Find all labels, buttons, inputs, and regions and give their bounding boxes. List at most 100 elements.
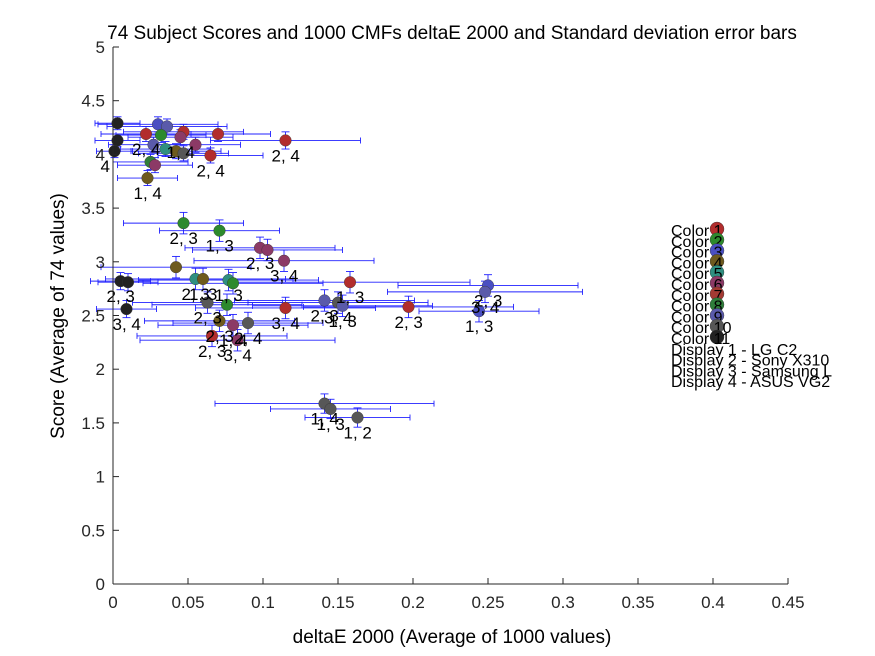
data-label: 1, 4: [219, 331, 247, 350]
data-label: 4: [101, 157, 110, 176]
y-tick-label: 3: [96, 253, 105, 272]
x-tick-label: 0.15: [321, 593, 354, 612]
data-point: [160, 120, 173, 133]
legend-entry: Color 4: [671, 255, 723, 272]
data-label: 2, 3: [206, 327, 234, 346]
x-tick-label: 0.2: [401, 593, 425, 612]
data-point: [344, 276, 357, 289]
data-point: [177, 147, 190, 160]
data-label: 2, 3: [246, 254, 274, 273]
y-tick-label: 4.5: [81, 92, 105, 111]
data-point: [473, 305, 486, 318]
x-tick-label: 0.35: [621, 593, 654, 612]
data-point: [279, 134, 292, 147]
legend-entry: Color 11: [671, 331, 730, 348]
data-label: 2, 4: [234, 329, 262, 348]
legend-marker: [709, 329, 725, 345]
data-point: [213, 314, 226, 327]
data-point: [121, 276, 134, 289]
data-label: 2, 3: [170, 229, 198, 248]
data-point: [336, 299, 349, 312]
y-axis-label: Score (Average of 74 values): [48, 193, 69, 439]
legend-entry: Color 7: [671, 288, 723, 305]
data-point: [241, 317, 254, 330]
legend-entry: Color 2: [671, 234, 723, 251]
data-label: 1, 3: [465, 317, 493, 336]
data-label: 1, 3: [215, 286, 243, 305]
y-tick-label: 0.5: [81, 521, 105, 540]
data-label: 3, 4: [270, 267, 298, 286]
data-point: [479, 285, 492, 298]
data-label: 1, 3: [317, 415, 345, 434]
data-point: [324, 402, 337, 415]
data-point: [402, 300, 415, 313]
data-point: [220, 298, 233, 311]
y-tick-label: 2.5: [81, 307, 105, 326]
data-label: 2, 3: [395, 313, 423, 332]
data-label: 1, 4: [311, 410, 339, 429]
x-tick-label: 0.1: [251, 593, 275, 612]
x-tick-label: 0.45: [771, 593, 804, 612]
chart-title: 74 Subject Scores and 1000 CMFs deltaE 2…: [107, 23, 797, 44]
x-tick-label: 0.3: [551, 593, 575, 612]
data-point: [141, 172, 154, 185]
x-tick-label: 0: [108, 593, 117, 612]
data-point: [231, 334, 244, 347]
data-point: [147, 138, 160, 151]
data-point: [204, 149, 217, 162]
data-label: 3, 4: [113, 315, 141, 334]
legend-entry: Display 3 - Samsung L: [671, 363, 832, 380]
data-point: [139, 127, 152, 140]
data-label: 2, 4: [197, 161, 225, 180]
data-point: [201, 296, 214, 309]
data-label: 2, 3: [182, 285, 210, 304]
data-label: 1, 3: [329, 312, 357, 331]
data-point: [226, 277, 239, 290]
legend-entry: Color 3: [671, 245, 723, 262]
legend-entry: Display 1 - LG C2: [671, 342, 797, 359]
x-axis-label: deltaE 2000 (Average of 1000 values): [293, 627, 612, 648]
data-label: 2, 4: [132, 140, 160, 159]
legend-entry: Color 5: [671, 266, 723, 283]
data-label: 2, 3: [311, 306, 339, 325]
y-tick-label: 1.5: [81, 414, 105, 433]
data-label: 3, 4: [471, 298, 499, 317]
legend-entry: Color 9: [671, 309, 723, 326]
x-tick-label: 0.4: [701, 593, 725, 612]
data-label: 1, 4: [134, 184, 162, 203]
data-point: [154, 129, 167, 142]
legend-entry: Color 8: [671, 299, 723, 316]
data-point: [278, 254, 291, 267]
data-label: 2, 4: [272, 146, 300, 165]
data-point: [351, 411, 364, 424]
data-point: [196, 272, 209, 285]
data-point: [148, 159, 161, 172]
data-point: [211, 127, 224, 140]
data-label: 1, 3: [189, 285, 217, 304]
data-label: 3, 4: [324, 309, 352, 328]
legend-entry: Display 4 - ASUS VG2: [671, 374, 830, 391]
data-label: 3, 4: [272, 314, 300, 333]
data-point: [169, 261, 182, 274]
data-point: [279, 301, 292, 314]
y-tick-label: 4: [96, 145, 105, 164]
y-tick-label: 5: [96, 38, 105, 57]
x-tick-label: 0.05: [171, 593, 204, 612]
data-point: [261, 243, 274, 256]
axes: 0 0.05 0.1 0.15 0.2 0.25 0.3 0.35 0.4 0.45 0 0.5 1 1.…: [81, 38, 804, 612]
plot-area: 2, 4 2, 42, 441, 41, 42, 3 1, 32, 33, 42, …: [90, 116, 583, 443]
data-point: [174, 131, 187, 144]
data-label: 2, 3: [198, 342, 226, 361]
legend-entry: Display 2 - Sony X310: [671, 353, 829, 370]
x-tick-label: 0.25: [471, 593, 504, 612]
data-label: 1, 3: [336, 288, 364, 307]
data-label: 2, 3: [474, 291, 502, 310]
data-point: [108, 145, 121, 158]
data-point: [213, 224, 226, 237]
data-label: 1, 4: [167, 143, 195, 162]
data-point: [189, 138, 202, 151]
y-tick-label: 0: [96, 575, 105, 594]
data-label: 1, 3: [206, 237, 234, 256]
